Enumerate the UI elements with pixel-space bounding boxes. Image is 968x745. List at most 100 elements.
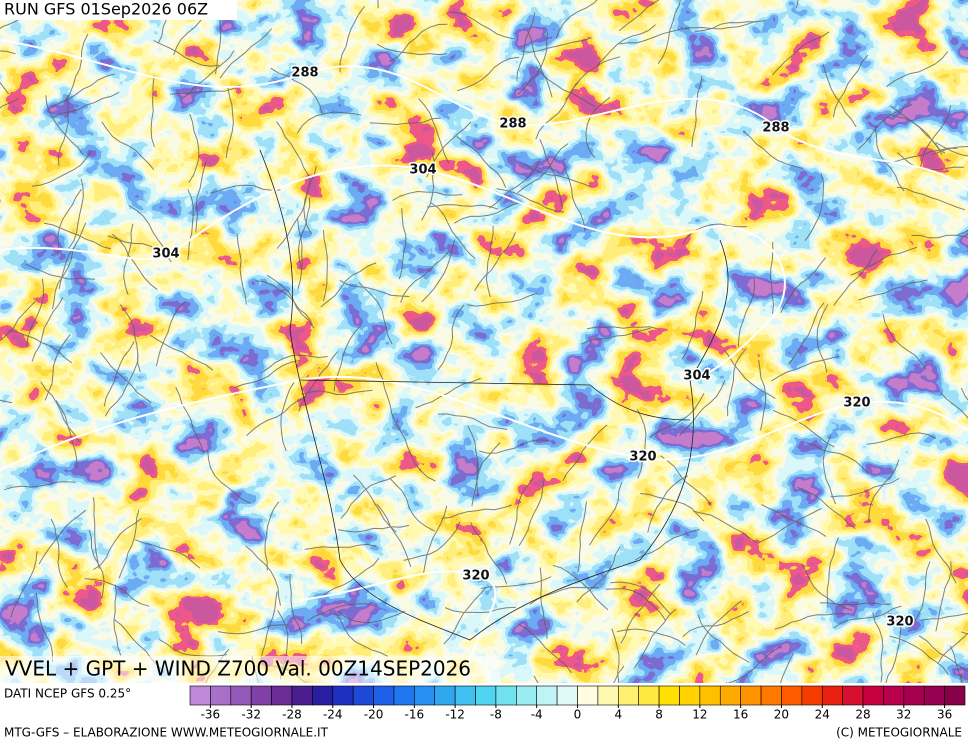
streamline <box>882 314 927 370</box>
streamline <box>467 425 479 497</box>
streamline <box>761 504 827 537</box>
vertical-velocity-field <box>0 0 968 683</box>
streamline <box>822 435 837 505</box>
streamline <box>580 327 651 345</box>
streamline <box>195 161 207 233</box>
colorbar-swatch <box>332 685 354 706</box>
colorbar-swatch <box>454 685 476 706</box>
colorbar-tick-label: -16 <box>405 708 425 722</box>
streamline <box>403 521 461 561</box>
colorbar-swatch <box>781 685 803 706</box>
streamline <box>444 606 516 614</box>
streamline <box>423 505 448 574</box>
streamline <box>587 326 659 330</box>
streamline <box>516 12 536 82</box>
colorbar-swatch <box>516 685 538 706</box>
contour-label: 304 <box>683 369 710 384</box>
streamline <box>589 482 623 546</box>
streamline <box>0 97 20 109</box>
streamline <box>93 517 142 571</box>
streamline <box>276 185 310 249</box>
streamline <box>682 223 747 245</box>
streamline <box>479 439 549 454</box>
streamline <box>555 0 598 39</box>
streamline <box>376 503 412 568</box>
streamline <box>217 624 289 635</box>
streamline <box>939 391 968 419</box>
streamline <box>155 301 186 367</box>
streamline <box>949 645 964 683</box>
streamline <box>826 537 839 608</box>
streamline <box>634 608 677 668</box>
streamline <box>210 184 281 194</box>
streamline <box>353 474 397 533</box>
streamline <box>529 586 599 605</box>
streamline <box>10 551 38 618</box>
streamline <box>123 223 134 295</box>
streamline <box>38 509 87 565</box>
colorbar-tick-label: -36 <box>201 708 221 722</box>
streamline <box>339 279 410 297</box>
streamline <box>833 605 902 629</box>
streamline <box>539 567 548 639</box>
streamline <box>333 325 362 392</box>
colorbar-tick-label: -20 <box>364 708 384 722</box>
colorbar-tick-label: -32 <box>241 708 261 722</box>
streamline <box>418 98 450 164</box>
streamline <box>772 409 835 448</box>
streamline <box>691 75 703 147</box>
streamline <box>421 151 435 221</box>
streamline <box>207 450 251 504</box>
colorbar-tick-label: 20 <box>774 708 789 722</box>
streamline <box>26 278 44 348</box>
streamline <box>375 362 401 430</box>
streamline <box>400 250 450 303</box>
streamline <box>255 280 312 322</box>
colorbar: -36 -32 -28 -24 -20 -16 -12 -8 -4 0 4 8 12 16 20 24 28 32… <box>189 685 966 722</box>
streamline <box>797 486 856 529</box>
streamline <box>887 147 958 164</box>
colorbar-swatch <box>475 685 497 706</box>
streamline <box>887 113 946 154</box>
colorbar-tick-label: 28 <box>855 708 870 722</box>
colorbar-swatch <box>883 685 905 706</box>
colorbar-swatch <box>312 685 334 706</box>
streamline <box>830 477 900 498</box>
streamline <box>518 479 545 547</box>
colorbar-swatch <box>740 685 762 706</box>
streamline <box>858 279 928 301</box>
colorbar-tick-label: 24 <box>815 708 830 722</box>
streamline <box>779 652 794 683</box>
streamline <box>264 501 280 571</box>
streamline <box>389 23 448 63</box>
streamline <box>454 201 523 224</box>
streamline <box>296 111 362 134</box>
streamline <box>40 381 80 443</box>
streamline <box>935 561 952 632</box>
streamline <box>35 592 53 663</box>
streamline <box>886 51 949 88</box>
streamline <box>896 186 966 211</box>
coastline <box>259 149 729 641</box>
colorbar-swatch <box>719 685 741 706</box>
streamline <box>758 507 822 544</box>
streamline <box>697 614 750 663</box>
streamline <box>93 497 100 569</box>
streamline <box>485 225 494 298</box>
streamline <box>693 510 758 544</box>
streamline <box>158 638 227 657</box>
streamline <box>832 54 869 118</box>
streamline <box>25 263 96 280</box>
colorbar-tick-label: 4 <box>614 708 622 722</box>
streamline <box>918 635 968 672</box>
streamline <box>50 518 68 588</box>
streamline <box>426 121 472 178</box>
streamline <box>340 475 397 519</box>
streamline <box>376 43 448 56</box>
colorbar-tick-label: 12 <box>692 708 707 722</box>
streamline <box>337 524 410 533</box>
streamline <box>908 561 931 630</box>
streamline <box>816 304 829 373</box>
streamline <box>496 188 565 213</box>
